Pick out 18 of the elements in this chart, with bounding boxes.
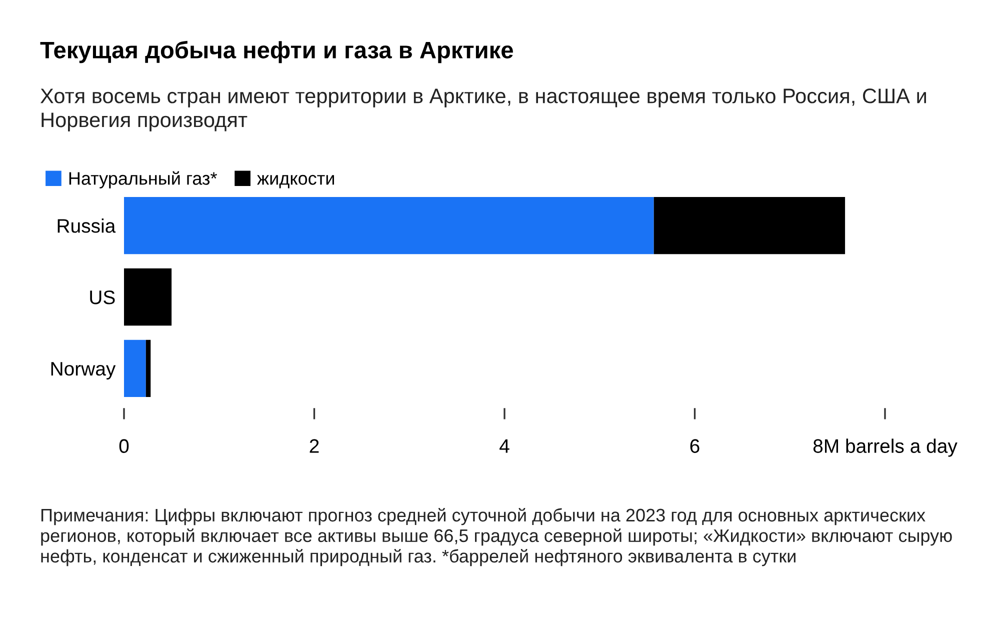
x-tick-label: 6 xyxy=(690,439,700,453)
bar xyxy=(124,268,172,326)
bar xyxy=(146,340,151,397)
bar xyxy=(124,197,654,254)
x-tick-label: 2 xyxy=(310,439,319,453)
x-tick-label: 8M barrels a day xyxy=(813,438,958,457)
chart-subtitle: Хотя восемь стран имеют территории в Арктике, в настоящее время только Россия, США и Норвегия производят xyxy=(40,88,926,132)
y-tick-label: US xyxy=(90,290,115,304)
bar xyxy=(124,340,146,397)
y-tick-label: Russia xyxy=(58,218,116,233)
x-tick-label: 4 xyxy=(500,439,510,453)
text: Примечания: Цифры включают прогноз средней суточной добычи на 2023 год для основных арктических регионов, который включает все активы выше 66,5 градуса северной широты; «Жидкости» включают сырую нефть, конденсат и сжиженный природный газ. *баррелей нефтяного эквивалента в сутки xyxy=(41,508,952,566)
y-tick-label: Norway xyxy=(51,362,116,380)
chart-title: Текущая добыча нефти и газа в Арктике xyxy=(40,40,513,64)
bar xyxy=(654,197,846,254)
legend-label: Натуральный газ* xyxy=(69,171,218,188)
legend-label: жидкости xyxy=(257,174,334,188)
x-tick-label: 0 xyxy=(119,439,129,453)
